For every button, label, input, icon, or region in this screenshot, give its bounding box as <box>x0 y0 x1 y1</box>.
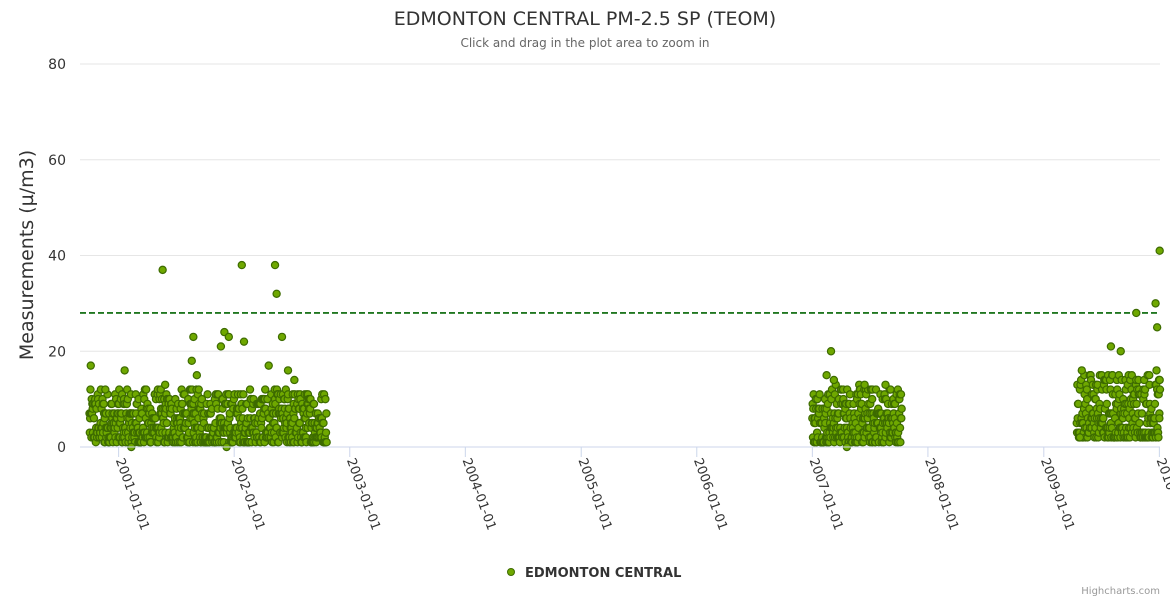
data-point[interactable] <box>1155 385 1165 394</box>
data-point[interactable] <box>829 375 839 385</box>
data-point[interactable] <box>1155 375 1164 385</box>
data-point[interactable] <box>237 260 246 270</box>
data-point[interactable] <box>141 385 151 394</box>
legend[interactable]: EDMONTON CENTRAL <box>507 566 682 581</box>
data-point[interactable] <box>896 438 905 447</box>
data-point[interactable] <box>1116 347 1125 356</box>
data-point[interactable] <box>1155 414 1164 423</box>
data-point[interactable] <box>1106 342 1116 351</box>
data-point[interactable] <box>867 394 877 404</box>
data-point[interactable] <box>89 414 99 423</box>
data-point[interactable] <box>815 390 824 399</box>
data-point[interactable] <box>239 337 249 346</box>
data-point[interactable] <box>264 361 273 370</box>
data-point[interactable] <box>189 332 198 342</box>
x-tick-label: 2006-01-01 <box>690 456 730 532</box>
data-point[interactable] <box>192 370 202 380</box>
data-point[interactable] <box>245 385 255 394</box>
data-point[interactable] <box>897 414 906 423</box>
data-point[interactable] <box>1137 409 1147 418</box>
data-point[interactable] <box>239 390 248 399</box>
data-point[interactable] <box>896 390 906 399</box>
data-point[interactable] <box>290 375 299 385</box>
data-point[interactable] <box>1099 414 1108 423</box>
y-axis-title: Measurements (µ/m3) <box>16 150 38 360</box>
data-point[interactable] <box>203 390 212 399</box>
x-tick-label: 2007-01-01 <box>806 456 846 532</box>
credits-link[interactable]: Highcharts.com <box>1081 586 1160 597</box>
data-point[interactable] <box>860 380 869 389</box>
data-point[interactable] <box>321 394 330 404</box>
data-point[interactable] <box>158 265 167 275</box>
data-point[interactable] <box>1155 246 1164 255</box>
chart-title: EDMONTON CENTRAL PM-2.5 SP (TEOM) <box>394 8 776 30</box>
data-point[interactable] <box>1077 366 1086 375</box>
data-point[interactable] <box>1132 399 1141 409</box>
data-point[interactable] <box>881 380 890 389</box>
data-point[interactable] <box>321 428 331 437</box>
data-point[interactable] <box>160 380 170 389</box>
chart-subtitle: Click and drag in the plot area to zoom … <box>460 36 709 50</box>
data-point[interactable] <box>272 289 281 298</box>
data-point[interactable] <box>194 385 203 394</box>
y-tick-label: 20 <box>48 344 66 360</box>
x-tick-label: 2003-01-01 <box>343 456 383 532</box>
data-point[interactable] <box>178 399 187 409</box>
x-tick-label: 2009-01-01 <box>1037 456 1077 532</box>
data-point[interactable] <box>895 423 905 433</box>
legend-marker <box>507 568 515 576</box>
legend-label[interactable]: EDMONTON CENTRAL <box>525 566 681 581</box>
data-point[interactable] <box>1151 299 1160 308</box>
x-tick-label: 2008-01-01 <box>921 456 961 532</box>
data-point[interactable] <box>120 366 129 375</box>
data-point[interactable] <box>1075 433 1085 442</box>
x-tick-label: 2010-01-01 <box>1153 456 1170 532</box>
data-point[interactable] <box>822 370 831 380</box>
x-tick-label: 2005-01-01 <box>574 456 614 532</box>
axes: 0 20 40 60 80 2001-01-01 2002-01-01 2003-01-01 2… <box>48 57 1170 532</box>
data-point[interactable] <box>187 356 196 366</box>
data-point[interactable] <box>309 399 319 409</box>
data-point[interactable] <box>270 260 280 270</box>
data-point[interactable] <box>162 418 171 428</box>
data-point[interactable] <box>1152 366 1161 375</box>
data-point[interactable] <box>86 385 95 394</box>
data-point[interactable] <box>1135 418 1144 428</box>
x-tick-label: 2001-01-01 <box>112 456 152 532</box>
y-tick-label: 40 <box>48 249 66 265</box>
data-point[interactable] <box>86 361 95 370</box>
data-point[interactable] <box>826 347 836 356</box>
data-point[interactable] <box>216 342 226 351</box>
data-point[interactable] <box>1082 385 1092 394</box>
y-tick-label: 0 <box>57 440 66 456</box>
y-tick-label: 80 <box>48 57 66 73</box>
gridlines <box>80 63 1160 352</box>
data-point[interactable] <box>1132 308 1141 318</box>
data-point[interactable] <box>1145 370 1154 380</box>
data-point[interactable] <box>99 399 108 409</box>
data-point[interactable] <box>319 418 328 428</box>
data-point[interactable] <box>1150 399 1160 409</box>
scatter-points[interactable] <box>85 246 1165 452</box>
data-point[interactable] <box>261 385 270 394</box>
data-point[interactable] <box>1154 433 1163 442</box>
data-point[interactable] <box>322 438 331 447</box>
y-tick-label: 60 <box>48 153 66 169</box>
data-point[interactable] <box>1102 399 1112 409</box>
data-point[interactable] <box>1152 323 1162 332</box>
data-point[interactable] <box>277 332 287 342</box>
data-point[interactable] <box>283 366 293 375</box>
data-point[interactable] <box>101 385 110 394</box>
data-point[interactable] <box>897 404 906 413</box>
data-point[interactable] <box>224 332 234 342</box>
x-tick-label: 2004-01-01 <box>459 456 499 532</box>
data-point[interactable] <box>322 409 331 418</box>
x-tick-label: 2002-01-01 <box>227 456 267 532</box>
